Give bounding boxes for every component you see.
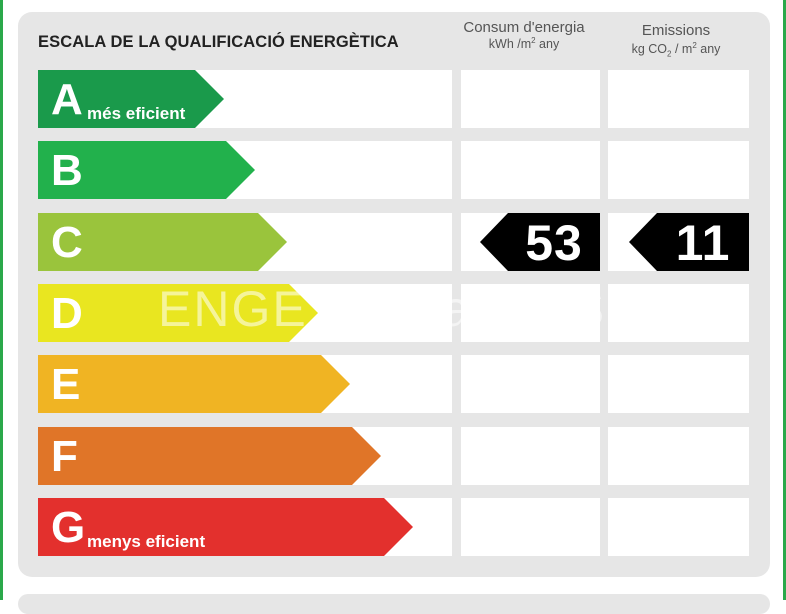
consum-header: Consum d'energia kWh /m2 any [458,19,590,52]
scale-title: ESCALA DE LA QUALIFICACIÓ ENERGÈTICA [38,33,399,51]
watermark: ENGE habitaclia S [158,281,607,337]
rating-letter: A [51,75,83,124]
consum-unit: kWh /m2 any [488,36,560,52]
rating-letter: D [51,289,83,338]
rating-cell-c [38,213,452,271]
rating-cell-e [38,355,452,413]
consum-cell-d [461,284,600,342]
emissions-cell-f [608,427,749,485]
consum-cell-a [461,70,600,128]
emissions-cell-e [608,355,749,413]
consum-title: Consum d'energia [463,19,585,36]
emissions-cell-d [608,284,749,342]
rating-letter: C [51,218,83,267]
left-border [0,0,3,600]
consum-cell-b [461,141,600,199]
right-border [783,0,786,600]
rating-letter: F [51,432,78,481]
rating-letter: B [51,146,83,195]
consum-cell-e [461,355,600,413]
emissions-unit: kg CO2 / m2 any [631,41,721,59]
emissions-title: Emissions [641,22,711,39]
consum-value: 53 [525,215,583,271]
emissions-cell-b [608,141,749,199]
next-panel [18,594,770,614]
consum-cell-f [461,427,600,485]
rating-label: menys eficient [87,532,206,551]
rating-letter: E [51,360,81,409]
consum-cell-g [461,498,600,556]
rating-label: més eficient [87,104,186,123]
rating-cell-b [38,141,452,199]
emissions-value: 11 [675,215,731,271]
emissions-cell-g [608,498,749,556]
emissions-header: Emissions kg CO2 / m2 any [606,22,746,59]
rating-letter: G [51,503,86,552]
emissions-cell-a [608,70,749,128]
rating-cell-f [38,427,452,485]
